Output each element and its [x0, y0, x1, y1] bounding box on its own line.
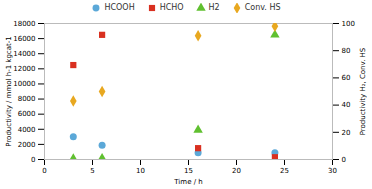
- svg-text:14000: 14000: [13, 50, 35, 58]
- svg-text:100: 100: [342, 20, 355, 28]
- svg-text:60: 60: [342, 74, 351, 82]
- svg-text:5: 5: [90, 167, 94, 175]
- svg-text:80: 80: [342, 47, 351, 55]
- svg-text:Productivity / mmol h-1 kgcat-: Productivity / mmol h-1 kgcat-1: [5, 36, 13, 146]
- svg-text:0: 0: [31, 156, 35, 164]
- svg-text:16000: 16000: [13, 35, 35, 43]
- html-text:Conv. HS: Conv. HS: [244, 3, 281, 12]
- svg-text:15: 15: [184, 167, 193, 175]
- svg-text:10: 10: [136, 167, 145, 175]
- svg-text:20: 20: [342, 129, 351, 137]
- html-text:HCOOH: HCOOH: [104, 3, 135, 12]
- svg-text:40: 40: [342, 101, 351, 109]
- svg-text:0: 0: [342, 156, 346, 164]
- svg-text:2000: 2000: [18, 141, 36, 149]
- svg-text:12000: 12000: [13, 65, 35, 73]
- svg-text:Productivity H₂, Conv. HS: Productivity H₂, Conv. HS: [359, 47, 367, 135]
- svg-text:0: 0: [42, 167, 46, 175]
- svg-text:25: 25: [280, 167, 289, 175]
- svg-text:Time / h: Time / h: [173, 178, 202, 186]
- svg-text:4000: 4000: [18, 126, 36, 134]
- svg-text:20: 20: [232, 167, 241, 175]
- svg-text:8000: 8000: [18, 95, 36, 103]
- svg-text:10000: 10000: [13, 80, 35, 88]
- svg-text:30: 30: [328, 167, 337, 175]
- html-text:HCHO: HCHO: [159, 3, 184, 12]
- svg-text:6000: 6000: [18, 110, 36, 118]
- html-text:H2: H2: [208, 3, 220, 12]
- svg-text:18000: 18000: [13, 20, 35, 28]
